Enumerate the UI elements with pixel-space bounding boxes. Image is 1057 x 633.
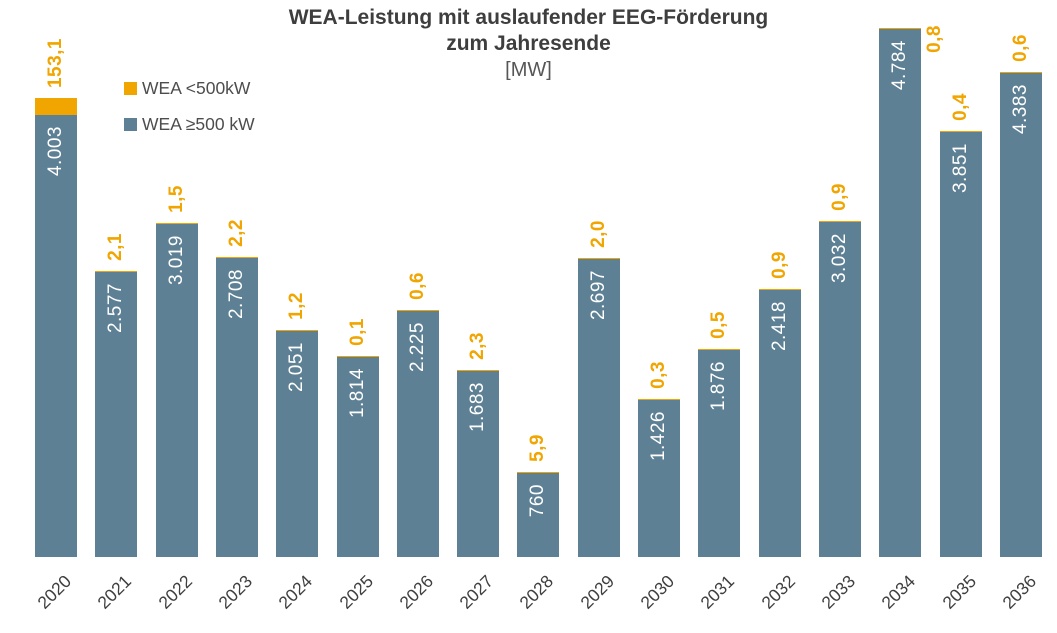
legend-label-large-wea: WEA ≥500 kW (142, 114, 255, 134)
bar-large-segment (517, 473, 559, 557)
x-axis-tick-label: 2029 (576, 571, 619, 613)
bar-small-segment (698, 349, 740, 350)
bar-small-value-label: 2,0 (588, 220, 609, 248)
bar-large-segment (35, 115, 77, 557)
chart-title: WEA-Leistung mit auslaufender EEG-Förder… (0, 5, 1057, 83)
bar-large-value-label: 3.851 (950, 143, 971, 194)
x-axis-tick-label: 2020 (33, 571, 76, 613)
bar-small-segment (517, 472, 559, 473)
legend-label-small-wea: WEA <500kW (142, 78, 251, 98)
bar-large-value-label: 2.708 (226, 269, 247, 320)
bar-small-segment (638, 399, 680, 400)
legend-swatch-small-wea-icon (124, 82, 137, 95)
bar-small-segment (35, 98, 77, 115)
bar-large-segment (578, 259, 620, 557)
chart-unit-label: [MW] (505, 59, 552, 81)
bar-small-segment (276, 330, 318, 331)
x-axis-tick-label: 2025 (335, 571, 378, 613)
x-axis-tick-label: 2036 (998, 571, 1041, 613)
bar-large-value-label: 3.019 (166, 235, 187, 286)
bar-large-value-label: 2.051 (286, 342, 307, 393)
bar-large-segment (638, 400, 680, 557)
bar-large-segment (276, 331, 318, 557)
bar-small-value-label: 0,4 (950, 93, 971, 121)
x-axis-tick-label: 2033 (817, 571, 860, 613)
x-axis-tick-label: 2031 (696, 571, 739, 613)
bar-small-segment (819, 221, 861, 222)
x-axis-tick-label: 2021 (93, 571, 136, 613)
bar-large-value-label: 1.814 (347, 368, 368, 419)
bar-large-segment (95, 272, 137, 557)
bar-large-value-label: 2.225 (407, 322, 428, 373)
bar-small-value-label: 0,5 (708, 311, 729, 339)
legend-item-large-wea: WEA ≥500 kW (124, 114, 255, 135)
x-axis-tick-label: 2028 (515, 571, 558, 613)
x-axis-tick-label: 2024 (274, 571, 317, 613)
bar-small-value-label: 2,3 (467, 332, 488, 360)
bar-large-value-label: 1.876 (708, 361, 729, 412)
bar-small-value-label: 2,2 (226, 219, 247, 247)
bar-large-segment (457, 371, 499, 557)
bar-large-segment (940, 132, 982, 557)
legend-item-small-wea: WEA <500kW (124, 78, 255, 99)
bar-large-value-label: 3.032 (829, 233, 850, 284)
bar-large-value-label: 2.418 (769, 301, 790, 352)
legend-swatch-large-wea-icon (124, 118, 137, 131)
bar-small-value-label: 0,9 (829, 183, 850, 211)
bar-large-segment (698, 350, 740, 557)
bar-small-segment (95, 271, 137, 272)
bar-large-segment (759, 290, 801, 557)
bar-large-segment (216, 258, 258, 557)
bar-large-value-label: 4.003 (45, 126, 66, 177)
x-axis-tick-label: 2026 (395, 571, 438, 613)
bar-large-value-label: 2.577 (105, 283, 126, 334)
bar-small-segment (578, 258, 620, 259)
bar-small-segment (156, 223, 198, 224)
bar-small-value-label: 0,6 (407, 272, 428, 300)
x-axis-tick-label: 2030 (636, 571, 679, 613)
x-axis-tick-label: 2027 (455, 571, 498, 613)
bar-large-segment (819, 222, 861, 557)
bar-large-value-label: 1.683 (467, 382, 488, 433)
bar-small-segment (940, 131, 982, 132)
x-axis-tick-label: 2022 (154, 571, 197, 613)
x-axis-tick-label: 2032 (757, 571, 800, 613)
bar-small-value-label: 0,1 (347, 318, 368, 346)
bar-small-segment (1000, 72, 1042, 73)
bar-small-value-label: 1,5 (166, 185, 187, 213)
chart-title-line1: WEA-Leistung mit auslaufender EEG-Förder… (288, 6, 769, 29)
bar-small-segment (879, 28, 921, 29)
bar-large-value-label: 760 (527, 484, 548, 518)
bar-small-segment (457, 370, 499, 371)
x-axis-tick-label: 2023 (214, 571, 257, 613)
x-axis-tick-label: 2034 (877, 571, 920, 613)
chart-title-line2: zum Jahresende (446, 32, 611, 55)
bar-small-segment (759, 289, 801, 290)
bar-small-segment (397, 310, 439, 311)
bar-small-value-label: 1,2 (286, 292, 307, 320)
bar-large-value-label: 2.697 (588, 270, 609, 321)
bar-large-segment (397, 311, 439, 557)
bar-large-segment (337, 357, 379, 557)
bar-small-segment (216, 257, 258, 258)
bar-small-value-label: 2,1 (105, 233, 126, 261)
bar-large-segment (1000, 73, 1042, 557)
legend: WEA <500kW WEA ≥500 kW (124, 78, 255, 150)
bar-small-segment (337, 356, 379, 357)
bar-large-value-label: 4.383 (1010, 84, 1031, 135)
bar-large-value-label: 1.426 (648, 411, 669, 462)
bar-small-value-label: 0,3 (648, 361, 669, 389)
x-axis-tick-label: 2035 (938, 571, 981, 613)
bar-small-value-label: 5,9 (527, 434, 548, 462)
bar-large-segment (879, 29, 921, 557)
bar-large-segment (156, 224, 198, 557)
bar-small-value-label: 0,9 (769, 251, 790, 279)
